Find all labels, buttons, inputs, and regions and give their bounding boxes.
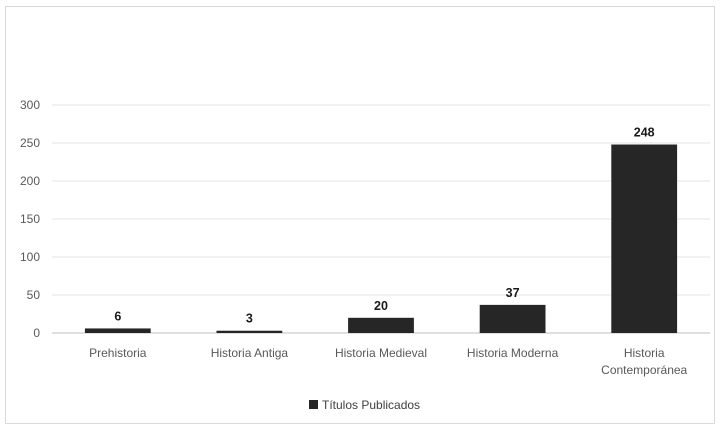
bar (85, 328, 151, 333)
bar (480, 305, 546, 333)
y-tick-label: 100 (20, 250, 40, 264)
data-label: 3 (246, 312, 253, 326)
data-label: 37 (506, 286, 520, 300)
bar-chart: 0 50 100 150 200 250 300 6 Prehistoria 3 Historia… (6, 7, 714, 423)
data-label: 248 (634, 126, 655, 140)
y-tick-label: 300 (20, 98, 40, 112)
legend-swatch (309, 400, 318, 409)
x-category-label: Historia Antiga (211, 346, 289, 360)
y-tick-label: 150 (20, 212, 40, 226)
data-label: 6 (114, 309, 121, 323)
x-category-label: Contemporánea (601, 363, 687, 377)
x-category-label: Prehistoria (89, 346, 147, 360)
x-category-label: Historia Medieval (335, 346, 427, 360)
bar (611, 145, 677, 333)
legend: Títulos Publicados (309, 398, 420, 412)
x-category-label: Historia (624, 346, 665, 360)
y-tick-label: 50 (27, 288, 41, 302)
y-tick-label: 200 (20, 174, 40, 188)
chart-container: 0 50 100 150 200 250 300 6 Prehistoria 3 Historia… (5, 6, 715, 424)
y-tick-label: 0 (33, 326, 40, 340)
bar (217, 331, 283, 333)
y-tick-label: 250 (20, 136, 40, 150)
labels: 6 Prehistoria 3 Historia Antiga 20 Historia M… (89, 126, 687, 377)
x-category-label: Historia Moderna (467, 346, 559, 360)
bar (348, 318, 414, 333)
data-label: 20 (374, 299, 388, 313)
legend-label: Títulos Publicados (322, 398, 420, 412)
